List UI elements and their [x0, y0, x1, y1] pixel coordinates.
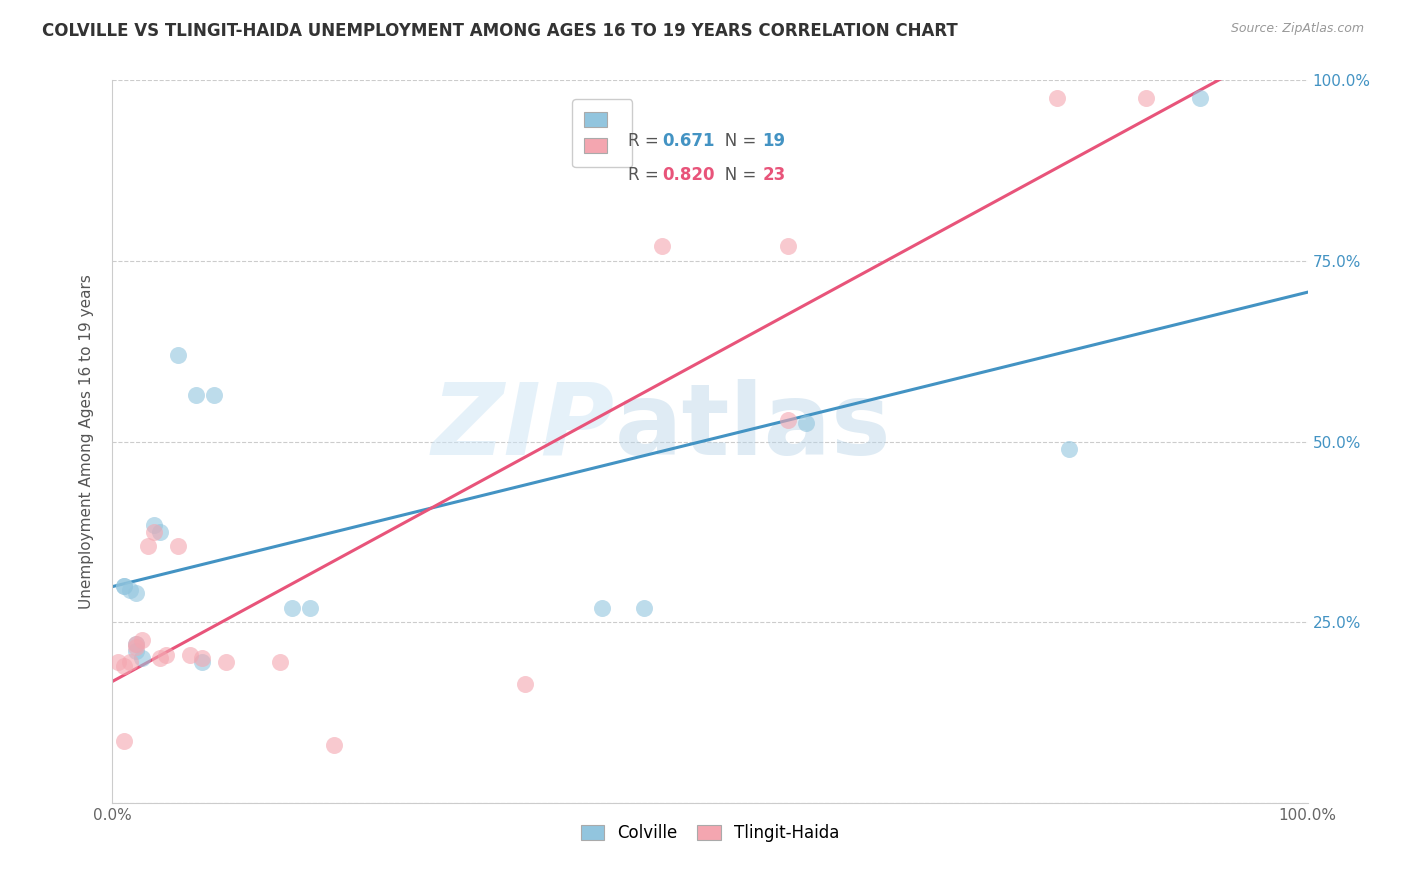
- Point: [149, 524, 172, 539]
- Point: [281, 600, 304, 615]
- Point: [1057, 442, 1080, 456]
- Text: R =: R =: [627, 166, 664, 184]
- Point: [186, 387, 208, 401]
- Text: atlas: atlas: [614, 378, 891, 475]
- Point: [149, 651, 172, 665]
- Y-axis label: Unemployment Among Ages 16 to 19 years: Unemployment Among Ages 16 to 19 years: [79, 274, 94, 609]
- Point: [776, 239, 799, 253]
- Text: 0.820: 0.820: [662, 166, 716, 184]
- Point: [202, 387, 225, 401]
- Point: [125, 644, 148, 658]
- Point: [322, 738, 344, 752]
- Point: [125, 640, 148, 655]
- Point: [513, 676, 536, 690]
- Point: [114, 734, 135, 748]
- Point: [776, 413, 799, 427]
- Point: [125, 586, 148, 600]
- Point: [633, 600, 655, 615]
- Text: R =: R =: [627, 132, 664, 150]
- Text: N =: N =: [709, 132, 762, 150]
- Point: [114, 579, 135, 593]
- Point: [131, 633, 153, 648]
- Point: [215, 655, 238, 669]
- Text: COLVILLE VS TLINGIT-HAIDA UNEMPLOYMENT AMONG AGES 16 TO 19 YEARS CORRELATION CHA: COLVILLE VS TLINGIT-HAIDA UNEMPLOYMENT A…: [42, 22, 957, 40]
- Point: [298, 600, 321, 615]
- Point: [1046, 91, 1069, 105]
- Point: [143, 517, 166, 532]
- Point: [120, 655, 142, 669]
- Text: 23: 23: [762, 166, 786, 184]
- Point: [651, 239, 673, 253]
- Point: [155, 648, 177, 662]
- Text: ZIP: ZIP: [432, 378, 614, 475]
- Point: [1189, 91, 1212, 105]
- Point: [114, 579, 135, 593]
- Point: [592, 600, 614, 615]
- Point: [167, 539, 190, 553]
- Point: [1135, 91, 1157, 105]
- Point: [191, 655, 214, 669]
- Point: [143, 524, 166, 539]
- Text: Source: ZipAtlas.com: Source: ZipAtlas.com: [1230, 22, 1364, 36]
- Text: N =: N =: [709, 166, 762, 184]
- Point: [120, 582, 142, 597]
- Point: [167, 348, 190, 362]
- Legend: Colville, Tlingit-Haida: Colville, Tlingit-Haida: [574, 817, 846, 848]
- Point: [125, 637, 148, 651]
- Point: [138, 539, 160, 553]
- Point: [269, 655, 291, 669]
- Point: [114, 658, 135, 673]
- Point: [794, 417, 817, 431]
- Point: [191, 651, 214, 665]
- Point: [131, 651, 153, 665]
- Text: 19: 19: [762, 132, 786, 150]
- Point: [179, 648, 201, 662]
- Text: 0.671: 0.671: [662, 132, 716, 150]
- Point: [107, 655, 129, 669]
- Point: [125, 637, 148, 651]
